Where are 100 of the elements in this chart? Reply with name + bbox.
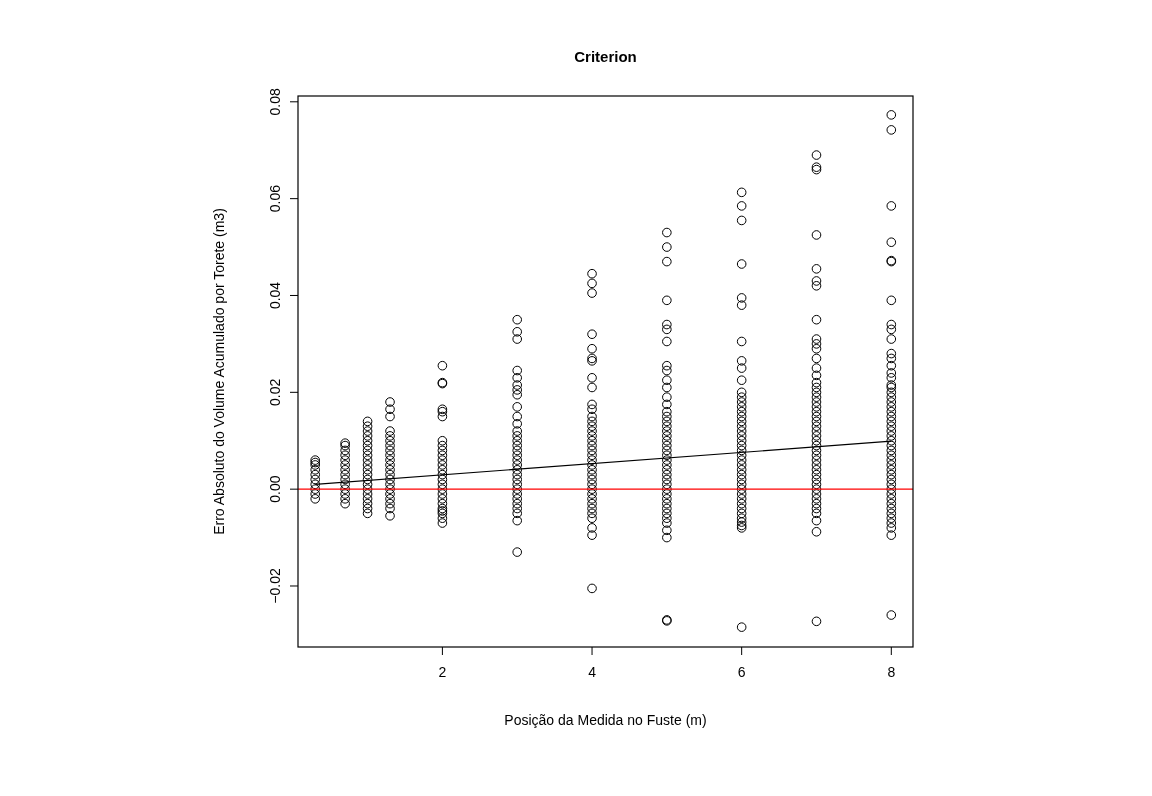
point [587, 343, 597, 354]
point [736, 406, 747, 417]
point [662, 399, 672, 410]
point [587, 464, 597, 475]
point [662, 375, 672, 386]
point [512, 431, 523, 441]
point [811, 474, 822, 485]
point [437, 474, 448, 485]
point [385, 445, 395, 456]
point [512, 418, 523, 429]
point [340, 450, 350, 461]
point [587, 435, 597, 446]
point [587, 288, 597, 298]
point [736, 479, 747, 490]
point [385, 494, 395, 504]
point [886, 440, 897, 451]
point [512, 547, 523, 557]
point [811, 406, 822, 417]
point [811, 382, 822, 393]
point [587, 440, 597, 451]
point [437, 450, 448, 461]
point [662, 360, 672, 371]
point [587, 411, 597, 422]
point [886, 319, 897, 330]
point [886, 450, 897, 461]
point [886, 479, 897, 490]
point [736, 336, 747, 347]
point [662, 295, 672, 306]
point [886, 360, 897, 371]
point [811, 276, 822, 286]
point [662, 324, 672, 335]
y-tick-label: 0.00 [267, 475, 283, 503]
point [340, 494, 350, 504]
point [385, 503, 395, 514]
point [512, 445, 523, 456]
point [886, 610, 897, 620]
point [385, 464, 395, 475]
point [811, 402, 822, 412]
point [736, 489, 747, 499]
point [437, 445, 448, 456]
point [736, 402, 747, 412]
point [662, 513, 672, 524]
point [736, 416, 747, 427]
point [662, 426, 672, 436]
point [811, 508, 822, 519]
point [437, 498, 448, 509]
point [662, 411, 672, 422]
point [362, 494, 373, 504]
point [385, 498, 395, 509]
point [811, 314, 822, 325]
point [736, 387, 747, 398]
point [385, 450, 395, 461]
point [362, 445, 373, 456]
point [811, 387, 822, 398]
y-tick-label: 0.04 [267, 281, 283, 310]
y-tick-label: 0.06 [267, 184, 283, 213]
point [340, 474, 350, 485]
point [385, 426, 395, 436]
point [437, 455, 448, 465]
point [662, 460, 672, 470]
point [385, 484, 395, 494]
point [385, 404, 395, 415]
point [512, 484, 523, 494]
point [662, 445, 672, 456]
point [587, 479, 597, 490]
point [385, 474, 395, 485]
point [310, 469, 321, 480]
point [811, 392, 822, 402]
point [662, 421, 672, 432]
point [886, 464, 897, 475]
point [811, 445, 822, 456]
point [811, 416, 822, 427]
point [587, 523, 597, 533]
point [736, 464, 747, 475]
point [512, 498, 523, 509]
point [736, 363, 747, 373]
point [886, 508, 897, 519]
point [512, 489, 523, 499]
point [662, 365, 672, 376]
y-tick-label: −0.02 [267, 568, 283, 604]
point [811, 264, 822, 274]
point [512, 435, 523, 446]
point [512, 508, 523, 519]
point [362, 440, 373, 451]
point [736, 498, 747, 509]
point [662, 319, 672, 330]
point [886, 324, 897, 335]
point [811, 460, 822, 470]
point [886, 455, 897, 465]
point [362, 498, 373, 509]
point [886, 518, 897, 528]
point [512, 450, 523, 461]
point [886, 523, 897, 533]
point [662, 489, 672, 499]
point [886, 474, 897, 485]
point [662, 474, 672, 485]
point [811, 353, 822, 364]
point [886, 435, 897, 446]
point [437, 440, 448, 451]
point [886, 503, 897, 514]
